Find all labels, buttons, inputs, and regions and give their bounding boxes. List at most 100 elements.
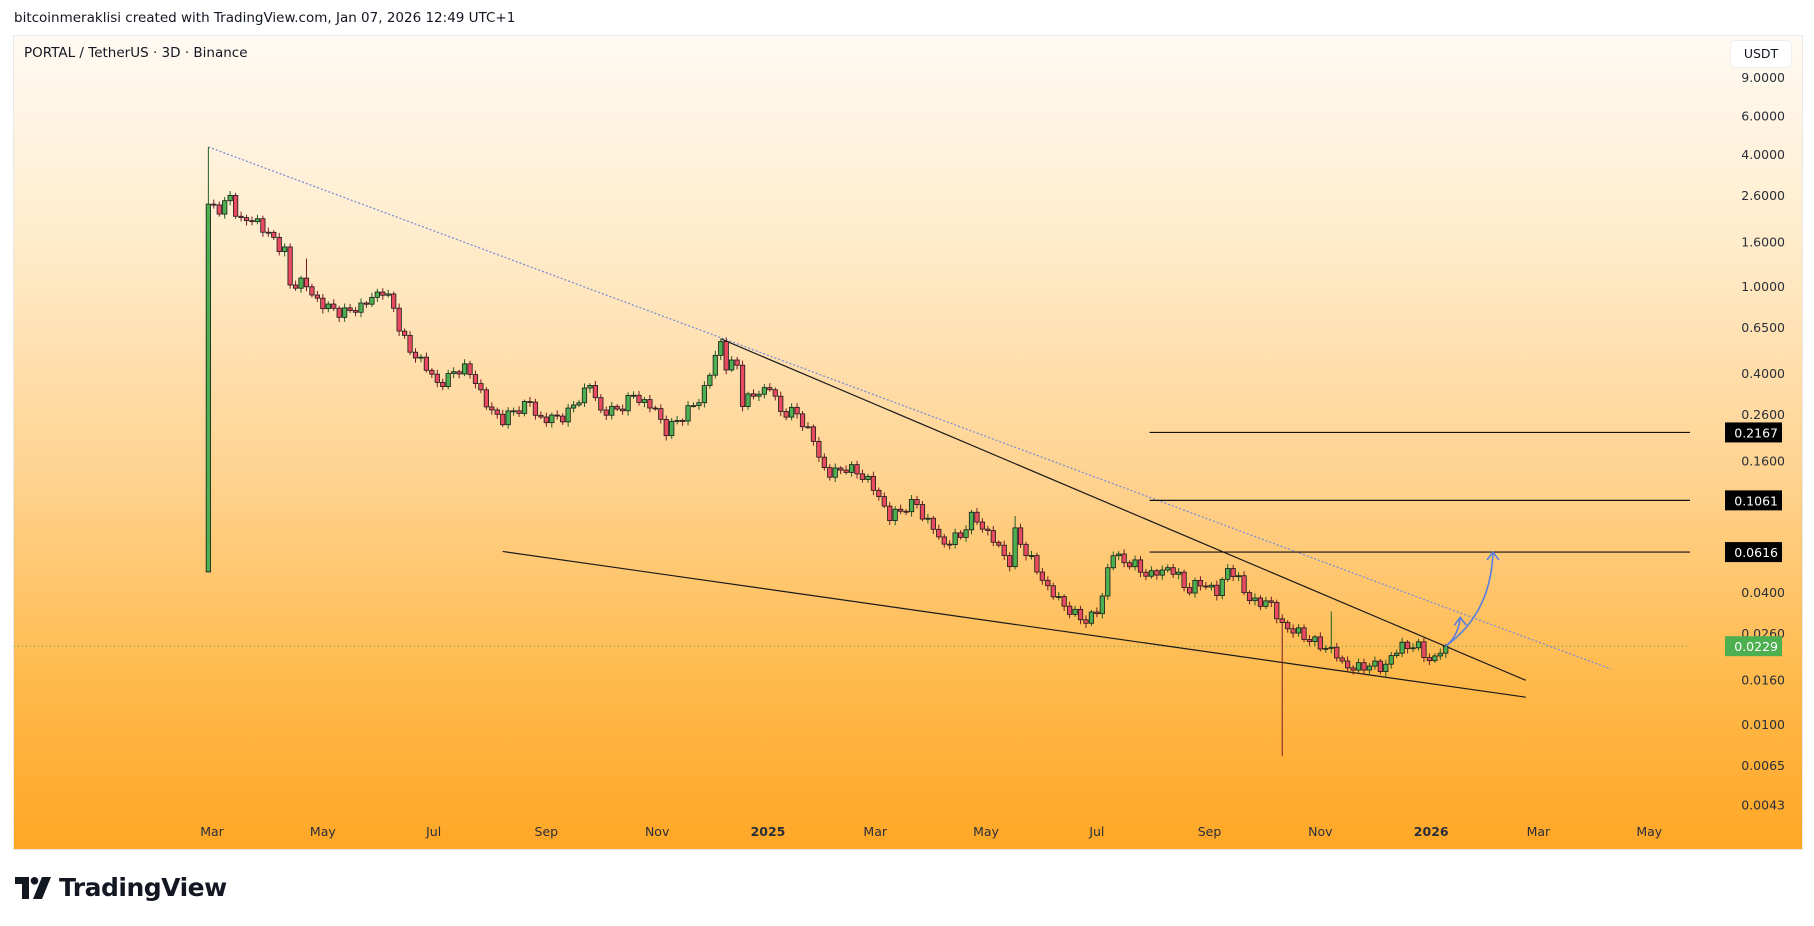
candle[interactable] [576,399,582,408]
candle[interactable] [674,415,680,425]
candle[interactable] [592,380,598,401]
candle[interactable] [216,201,222,217]
candle[interactable] [222,196,228,219]
candle[interactable] [358,298,364,318]
candle[interactable] [1361,658,1367,674]
candle[interactable] [543,412,549,427]
candle[interactable] [641,396,648,408]
candle[interactable] [838,466,844,475]
candle[interactable] [445,369,451,390]
candle[interactable] [314,291,320,303]
candle[interactable] [532,398,539,420]
candle[interactable] [859,469,866,483]
candle[interactable] [734,356,740,370]
candle[interactable] [827,464,833,481]
candle[interactable] [1208,582,1214,591]
candle[interactable] [331,299,337,311]
candle[interactable] [500,409,506,427]
candle[interactable] [1383,659,1389,677]
candle[interactable] [1034,552,1040,575]
candle[interactable] [565,403,571,427]
candle[interactable] [211,199,217,209]
candle[interactable] [1012,516,1018,570]
candle[interactable] [374,288,380,303]
candle[interactable] [287,243,293,289]
candle[interactable] [494,407,500,419]
candle[interactable] [843,465,849,475]
candle[interactable] [614,404,620,412]
candle[interactable] [701,381,708,408]
candle[interactable] [876,487,882,501]
candle[interactable] [865,473,871,483]
candle[interactable] [1137,556,1144,578]
candle[interactable] [1001,540,1007,560]
candle[interactable] [1317,632,1323,652]
candle[interactable] [958,530,964,540]
candle[interactable] [1355,658,1362,673]
candle[interactable] [320,293,326,314]
candle[interactable] [1263,596,1269,609]
candle[interactable] [1148,566,1154,579]
candle[interactable] [598,394,604,414]
candle[interactable] [243,214,250,226]
candle[interactable] [1415,638,1422,651]
candle[interactable] [303,258,310,292]
candle[interactable] [625,392,631,416]
candle[interactable] [1056,591,1062,601]
candle[interactable] [1279,614,1285,757]
candle[interactable] [560,413,566,425]
candle[interactable] [718,338,724,361]
candle[interactable] [789,403,795,421]
candle[interactable] [363,301,370,308]
candle[interactable] [663,415,669,441]
candle[interactable] [205,146,211,573]
candle[interactable] [1377,658,1383,675]
candle[interactable] [1274,599,1280,624]
candle[interactable] [1399,637,1405,658]
candle[interactable] [282,243,288,257]
candle[interactable] [1366,663,1373,675]
candle[interactable] [434,369,440,388]
candle[interactable] [739,360,746,412]
candle[interactable] [930,516,936,535]
candle[interactable] [658,404,664,424]
chart-panel[interactable] [13,35,1803,850]
candle[interactable] [1241,571,1247,596]
candle[interactable] [761,384,767,399]
candle[interactable] [767,383,773,392]
candle[interactable] [1159,565,1165,580]
candle[interactable] [254,214,261,225]
candle[interactable] [538,411,544,420]
candle[interactable] [570,400,577,413]
candle[interactable] [1126,560,1133,570]
candle[interactable] [892,506,898,526]
candle[interactable] [1372,656,1378,670]
candle[interactable] [1192,577,1198,598]
candle[interactable] [636,391,642,406]
candle[interactable] [750,389,757,400]
candle[interactable] [1214,580,1220,601]
candle[interactable] [511,407,517,416]
candle[interactable] [418,354,424,363]
candle[interactable] [832,463,838,483]
candle[interactable] [1394,649,1400,658]
candle[interactable] [407,331,413,356]
candle[interactable] [292,280,299,291]
candle[interactable] [1121,549,1127,568]
candle[interactable] [1432,653,1438,663]
candle[interactable] [903,509,909,516]
candle[interactable] [794,403,800,419]
candle[interactable] [1246,590,1253,605]
candle[interactable] [521,399,528,417]
candle[interactable] [1437,648,1443,660]
candle[interactable] [1203,582,1209,590]
candle[interactable] [1350,665,1356,675]
candle[interactable] [1067,601,1073,619]
candle[interactable] [821,453,827,471]
candle[interactable] [1257,594,1264,611]
candle[interactable] [1132,555,1138,571]
candle[interactable] [1165,564,1171,573]
candle[interactable] [1045,576,1051,591]
candle[interactable] [1404,639,1411,654]
